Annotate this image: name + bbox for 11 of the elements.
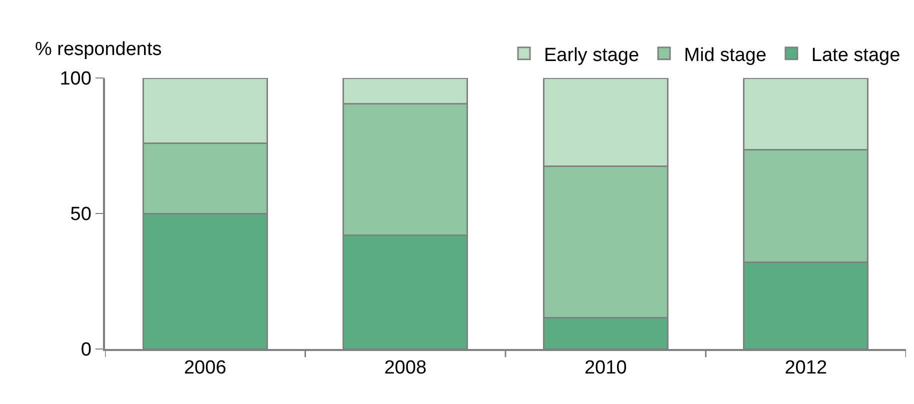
x-tick-label: 2010 <box>584 358 627 379</box>
legend-label: Mid stage <box>684 44 766 66</box>
x-tick-label: 2006 <box>184 358 226 379</box>
y-tick-label: 0 <box>80 340 92 361</box>
y-tick-label: 50 <box>70 204 92 226</box>
y-tick-label: 100 <box>60 68 92 90</box>
x-tick-label: 2008 <box>384 358 427 379</box>
legend-label: Late stage <box>811 44 900 66</box>
legend-label: Early stage <box>544 44 640 66</box>
y-axis-title: % respondents <box>35 39 162 60</box>
x-tick-label: 2012 <box>784 358 828 379</box>
